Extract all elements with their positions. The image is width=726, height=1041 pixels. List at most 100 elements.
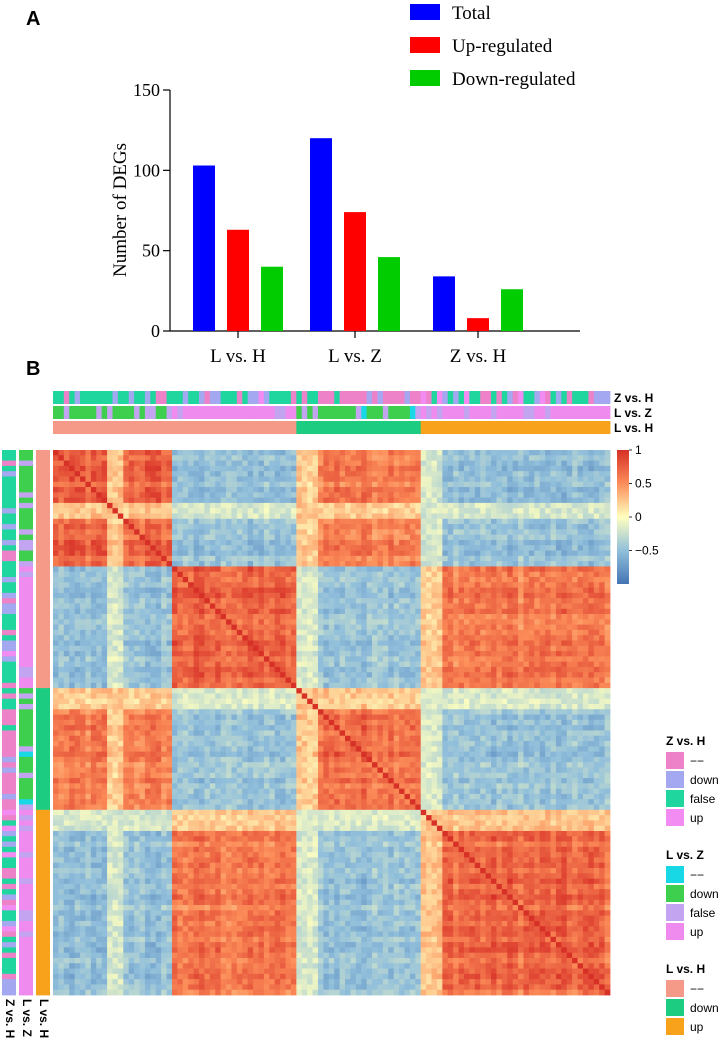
- heatmap-cell: [123, 672, 130, 678]
- heatmap-cell: [226, 471, 232, 477]
- heatmap-cell: [123, 635, 130, 641]
- heatmap-cell: [480, 502, 487, 509]
- heatmap-cell: [188, 476, 194, 483]
- heatmap-cell: [415, 693, 422, 700]
- heatmap-cell: [90, 608, 97, 615]
- heatmap-cell: [226, 635, 232, 641]
- heatmap-cell: [361, 640, 368, 647]
- heatmap-cell: [123, 492, 130, 499]
- heatmap-cell: [431, 566, 438, 573]
- heatmap-cell: [53, 598, 59, 604]
- heatmap-cell: [139, 598, 146, 604]
- heatmap-cell: [339, 455, 346, 461]
- heatmap-cell: [561, 471, 568, 477]
- heatmap-cell: [63, 598, 70, 604]
- heatmap-cell: [182, 460, 189, 467]
- heatmap-cell: [69, 624, 76, 631]
- heatmap-cell: [572, 582, 578, 588]
- heatmap-cell: [236, 566, 243, 573]
- heatmap-cell: [58, 576, 65, 583]
- heatmap-cell: [193, 656, 200, 663]
- heatmap-cell: [582, 576, 589, 583]
- heatmap-cell: [307, 688, 313, 694]
- heatmap-cell: [161, 587, 167, 594]
- heatmap-cell: [399, 608, 405, 615]
- heatmap-cell: [112, 529, 119, 536]
- heatmap-cell: [128, 524, 135, 530]
- heatmap-cell: [555, 455, 562, 461]
- heatmap-cell: [491, 624, 497, 631]
- heatmap-cell: [193, 592, 200, 599]
- heatmap-cell: [134, 566, 140, 573]
- heatmap-cell: [182, 524, 189, 530]
- heatmap-cell: [69, 529, 76, 536]
- heatmap-cell: [442, 524, 449, 530]
- heatmap-cell: [231, 645, 238, 652]
- heatmap-cell: [604, 545, 611, 551]
- heatmap-cell: [209, 555, 216, 562]
- heatmap-cell: [350, 614, 357, 620]
- heatmap-cell: [150, 497, 157, 504]
- heatmap-cell: [209, 460, 216, 467]
- heatmap-cell: [496, 492, 503, 499]
- heatmap-cell: [112, 476, 119, 483]
- heatmap-cell: [366, 571, 373, 578]
- heatmap-cell: [593, 550, 600, 557]
- heatmap-cell: [96, 502, 103, 509]
- heatmap-cell: [307, 524, 313, 530]
- heatmap-cell: [345, 465, 351, 472]
- heatmap-cell: [447, 598, 454, 604]
- heatmap-cell: [399, 576, 405, 583]
- heatmap-cell: [577, 576, 584, 583]
- heatmap-cell: [263, 635, 270, 641]
- heatmap-cell: [377, 561, 384, 567]
- heatmap-cell: [312, 666, 319, 673]
- heatmap-cell: [485, 576, 492, 583]
- heatmap-cell: [274, 640, 281, 647]
- heatmap-cell: [134, 624, 140, 631]
- heatmap-cell: [507, 465, 514, 472]
- heatmap-cell: [469, 614, 476, 620]
- heatmap-cell: [485, 513, 492, 520]
- heatmap-cell: [209, 698, 216, 705]
- heatmap-cell: [290, 471, 297, 477]
- heatmap-cell: [236, 651, 243, 657]
- heatmap-cell: [182, 465, 189, 472]
- heatmap-cell: [128, 561, 135, 567]
- heatmap-cell: [247, 651, 254, 657]
- heatmap-cell: [507, 492, 514, 499]
- heatmap-cell: [539, 487, 546, 493]
- heatmap-cell: [572, 592, 578, 599]
- heatmap-cell: [372, 561, 378, 567]
- heatmap-cell: [350, 693, 357, 700]
- heatmap-cell: [128, 518, 135, 525]
- heatmap-cell: [561, 651, 568, 657]
- heatmap-cell: [263, 619, 270, 626]
- heatmap-cell: [539, 513, 546, 520]
- heatmap-cell: [58, 481, 65, 488]
- heatmap-cell: [539, 661, 546, 668]
- heatmap-cell: [134, 640, 140, 647]
- heatmap-cell: [85, 534, 92, 541]
- heatmap-cell: [209, 502, 216, 509]
- heatmap-cell: [144, 598, 151, 604]
- heatmap-cell: [74, 693, 81, 700]
- heatmap-cell: [301, 608, 308, 615]
- heatmap-cell: [85, 624, 92, 631]
- heatmap-cell: [296, 455, 303, 461]
- heatmap-cell: [188, 582, 194, 588]
- heatmap-cell: [242, 524, 249, 530]
- heatmap-cell: [345, 545, 351, 551]
- heatmap-cell: [85, 645, 92, 652]
- heatmap-cell: [372, 672, 378, 678]
- heatmap-cell: [166, 524, 173, 530]
- heatmap-cell: [507, 545, 514, 551]
- heatmap-cell: [566, 497, 573, 504]
- heatmap-cell: [328, 476, 335, 483]
- heatmap-cell: [107, 688, 113, 694]
- heatmap-cell: [112, 619, 119, 626]
- heatmap-cell: [258, 629, 265, 636]
- heatmap-cell: [345, 518, 351, 525]
- heatmap-cell: [199, 502, 205, 509]
- heatmap-cell: [134, 571, 140, 578]
